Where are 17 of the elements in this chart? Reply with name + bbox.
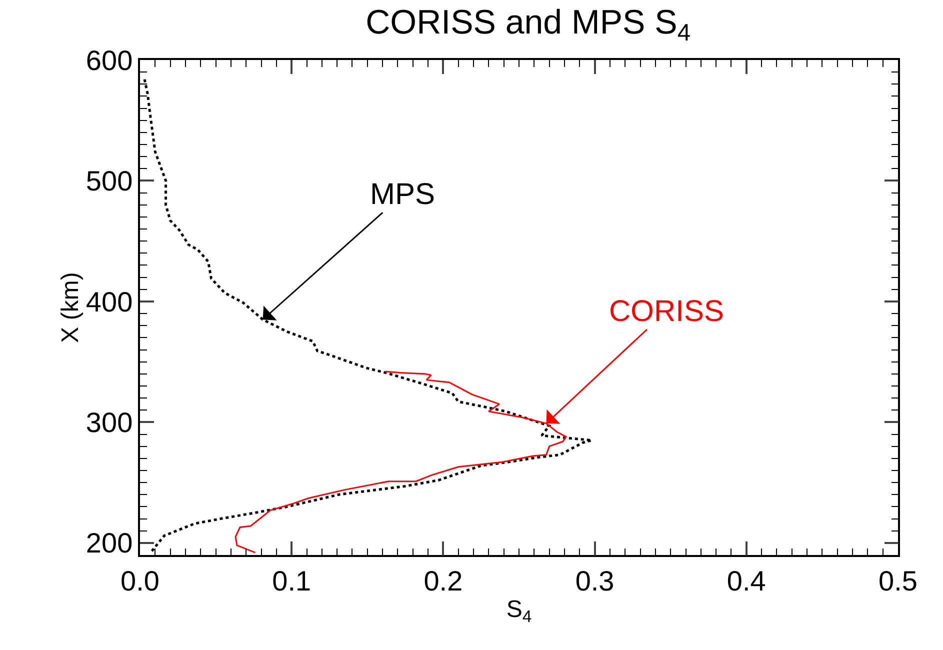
x-tick-label: 0.1 (272, 565, 312, 596)
x-tick-label: 0.4 (726, 565, 766, 596)
x-tick-label: 0.5 (878, 565, 918, 596)
y-tick-label: 300 (86, 407, 133, 438)
y-tick-label: 600 (86, 44, 133, 76)
x-tick-label: 0.2 (424, 565, 463, 596)
annotation: CORISS (609, 295, 724, 328)
y-tick-label: 400 (86, 286, 133, 318)
x-tick-label: 0.3 (575, 565, 614, 596)
chart-title: CORISS and MPS S$_{4}$ (366, 4, 691, 47)
y-axis-title: X (km) (56, 272, 84, 343)
y-tick-label: 500 (86, 166, 133, 197)
x-tick-label: 0.0 (120, 565, 160, 596)
line-series (234, 370, 567, 554)
annotation: MPS (370, 178, 436, 211)
y-tick-label: 200 (86, 528, 133, 559)
x-axis-title: S$_{4}$ (506, 596, 532, 626)
